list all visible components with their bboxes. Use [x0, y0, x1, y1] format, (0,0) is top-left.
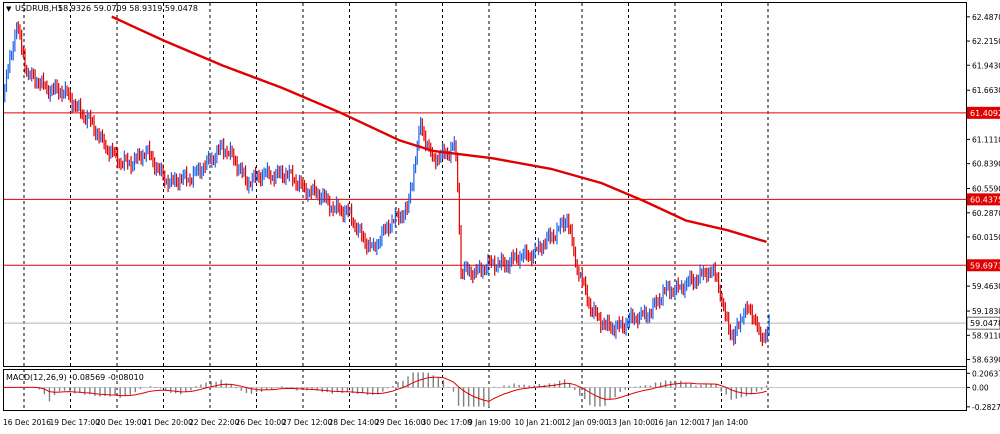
- time-tick-label: 17 Jan 14:00: [701, 418, 749, 427]
- time-tick-label: 13 Jan 10:00: [608, 418, 656, 427]
- price-tick-label: 60.5590: [972, 185, 1000, 194]
- symbol-label: USDRUB,H1: [15, 4, 63, 13]
- level-badge-label: 60.4375: [970, 195, 1000, 204]
- time-tick-label: 10 Jan 21:00: [515, 418, 563, 427]
- level-badges: 61.4092 60.4375 59.6973: [967, 106, 1000, 272]
- ohlc-values: 58.9326 59.0709 58.9319 59.0478: [58, 4, 198, 13]
- macd-signal-line: [4, 376, 767, 402]
- macd-label: MACD(12,26,9) -0.08569 -0.08010: [6, 373, 144, 382]
- symbol-dropdown-icon[interactable]: ▼: [6, 5, 12, 13]
- current-price-badge: 59.0478: [966, 316, 1000, 330]
- price-tick-label: 62.4870: [972, 13, 1000, 22]
- current-price-label: 59.0478: [970, 319, 1000, 328]
- time-tick-label: 29 Dec 16:00: [375, 418, 426, 427]
- level-badge-label: 59.6973: [970, 261, 1000, 270]
- macd-axis-ticks: 0.20637 0.00 -0.28273: [966, 369, 1000, 412]
- time-tick-label: 26 Dec 10:00: [236, 418, 287, 427]
- time-tick-label: 22 Dec 22:00: [189, 418, 240, 427]
- time-tick-label: 28 Dec 14:00: [329, 418, 380, 427]
- price-tick-label: 61.6630: [972, 86, 1000, 95]
- current-price-badge-box: [966, 316, 1000, 330]
- price-tick-label: 62.2150: [972, 37, 1000, 46]
- time-tick-label: 16 Dec 2016: [3, 418, 51, 427]
- time-tick-label: 16 Jan 12:00: [654, 418, 702, 427]
- time-tick-label: 21 Dec 20:00: [143, 418, 194, 427]
- price-tick-label: 61.1110: [972, 135, 1000, 144]
- time-tick-label: 19 Dec 17:00: [50, 418, 101, 427]
- level-badge-box: [967, 259, 1000, 272]
- price-tick-label: 61.9430: [972, 61, 1000, 70]
- price-tick-label: 58.6390: [972, 356, 1000, 365]
- candlestick-series: [4, 21, 770, 347]
- time-tick-label: 12 Jan 09:00: [561, 418, 609, 427]
- time-tick-label: 20 Dec 19:00: [96, 418, 147, 427]
- macd-histogram: [4, 372, 966, 407]
- price-tick-label: 59.1830: [972, 307, 1000, 316]
- time-tick-label: 30 Dec 17:00: [422, 418, 473, 427]
- time-tick-label: 27 Dec 12:00: [282, 418, 333, 427]
- moving-average-line: [111, 15, 767, 244]
- price-tick-label: 60.8390: [972, 160, 1000, 169]
- macd-tick-label: -0.28273: [972, 403, 1000, 412]
- price-tick-label: 59.4630: [972, 282, 1000, 291]
- price-tick-label: 58.9110: [972, 331, 1000, 340]
- time-tick-label: 9 Jan 19:00: [468, 418, 511, 427]
- price-axis-ticks: 62.4870 62.2150 61.9430 61.6630 61.1110 60.83…: [966, 13, 1000, 365]
- level-badge-box: [967, 193, 1000, 206]
- macd-tick-label: 0.20637: [972, 369, 1000, 378]
- price-tick-label: 60.2870: [972, 209, 1000, 218]
- macd-tick-label: 0.00: [972, 383, 989, 392]
- level-badge-label: 61.4092: [970, 109, 1000, 118]
- price-tick-label: 60.0150: [972, 233, 1000, 242]
- level-badge-box: [967, 106, 1000, 119]
- chart-header: ▼ USDRUB,H1 58.9326 59.0709 58.9319 59.0…: [6, 4, 198, 13]
